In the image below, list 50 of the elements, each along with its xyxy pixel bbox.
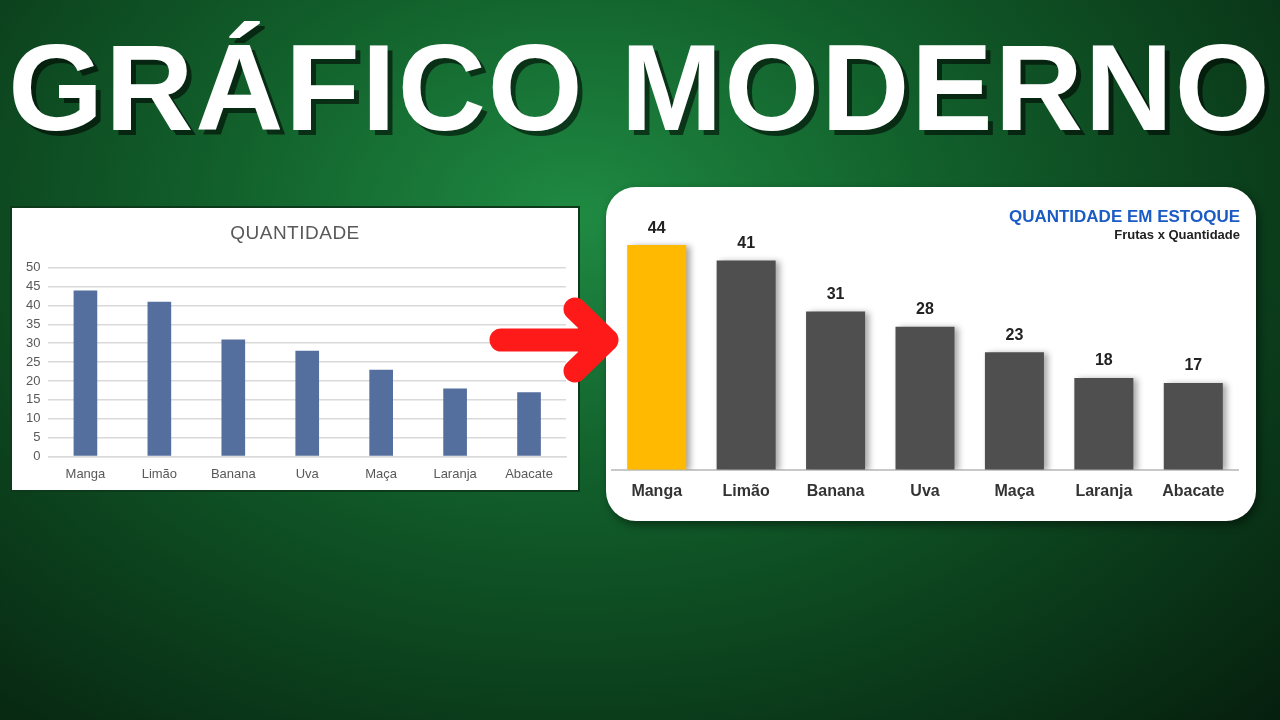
bar [73,290,98,456]
x-tick-label: Banana [210,465,257,481]
y-tick-label: 50 [25,259,41,275]
data-label: 31 [826,284,845,302]
y-tick-label: 10 [25,410,41,426]
bar [627,245,687,470]
bar [984,352,1044,470]
x-tick-label: Uva [910,481,940,499]
x-tick-label: Uva [295,465,320,481]
bar [1163,382,1223,470]
x-tick-label: Maça [365,465,398,481]
y-tick-label: 35 [25,315,41,331]
bar [295,350,320,456]
chart-title: QUANTIDADE [229,222,361,244]
y-tick-label: 45 [25,278,41,294]
x-tick-label: Laranja [1075,481,1133,499]
data-label: 28 [916,300,934,318]
chart-title: QUANTIDADE EM ESTOQUE [1008,207,1240,227]
data-label: 41 [737,233,756,251]
x-tick-label: Abacate [505,465,553,481]
y-tick-label: 15 [25,391,41,407]
text: GRÁFICO MODERNO [7,19,1273,158]
chart-subtitle: Frutas x Quantidade [1113,227,1240,243]
x-tick-label: Limão [722,481,770,499]
x-tick-label: Abacate [1162,481,1225,499]
y-tick-label: 5 [33,429,41,445]
bar [517,392,541,456]
data-label: 18 [1094,351,1113,369]
data-label: 23 [1005,325,1024,343]
bar [895,326,955,470]
x-tick-label: Manga [65,465,107,481]
y-tick-label: 20 [25,372,41,388]
bar [369,369,393,456]
x-tick-label: Maça [994,481,1035,499]
y-tick-label: 0 [33,447,41,463]
x-tick-label: Manga [631,481,683,499]
bar [443,388,467,456]
x-tick-label: Limão [141,465,178,481]
bar [806,311,866,470]
bar [1074,377,1134,470]
y-tick-label: 30 [25,334,41,350]
bar [221,339,246,456]
x-tick-label: Laranja [433,465,478,481]
x-tick-label: Banana [806,481,865,499]
data-label: 17 [1184,356,1203,374]
bar [716,260,776,470]
y-tick-label: 25 [25,353,41,369]
y-tick-label: 40 [25,297,41,313]
data-label: 44 [647,218,666,236]
bar [147,301,172,456]
